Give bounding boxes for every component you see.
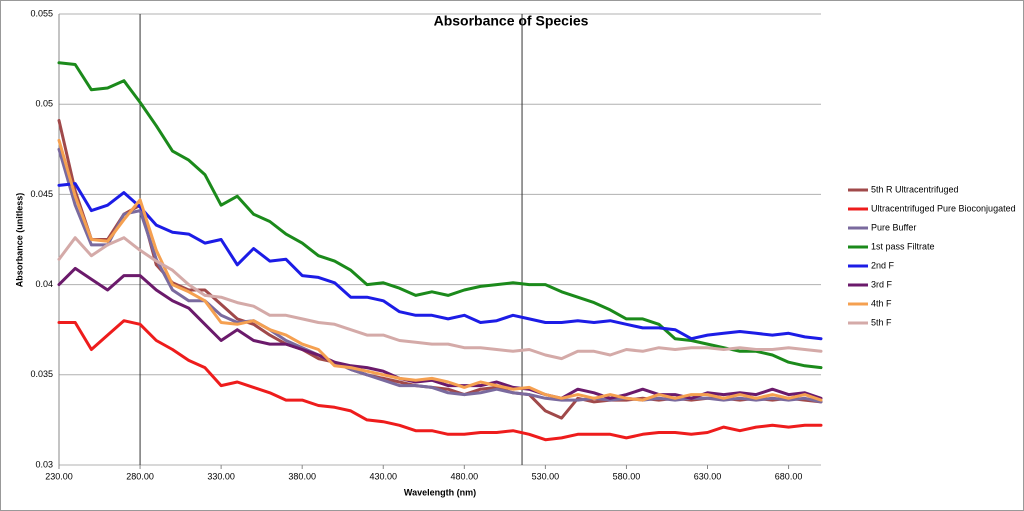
y-tick-label: 0.055 [30,8,53,18]
series-line [57,182,823,341]
series-line [57,61,823,370]
series-line [57,138,823,402]
x-tick-label: 280.00 [126,471,154,481]
legend-label: 3rd F [871,279,893,289]
x-tick-label: 230.00 [45,471,73,481]
x-tick-label: 330.00 [207,471,235,481]
y-tick-label: 0.035 [30,369,53,379]
x-tick-label: 530.00 [532,471,560,481]
x-tick-label: 630.00 [694,471,722,481]
legend-label: 5th F [871,317,892,327]
y-axis-label: Absorbance (unitless) [14,193,24,288]
y-tick-label: 0.045 [30,189,53,199]
x-tick-label: 480.00 [451,471,479,481]
y-tick-label: 0.05 [35,99,53,109]
legend-label: Ultracentrifuged Pure Bioconjugated [871,203,1016,213]
legend-label: 4th F [871,298,892,308]
x-tick-label: 380.00 [288,471,316,481]
legend-label: 2nd F [871,260,895,270]
x-tick-label: 680.00 [775,471,803,481]
series-line [57,266,823,400]
series-line [57,319,823,442]
series-line [57,236,823,361]
legend-label: 5th R Ultracentrifuged [871,184,959,194]
legend-label: 1st pass Filtrate [871,241,935,251]
y-tick-label: 0.04 [35,279,53,289]
x-axis-label: Wavelength (nm) [404,487,476,497]
chart-title: Absorbance of Species [434,13,589,29]
legend-label: Pure Buffer [871,222,916,232]
x-tick-label: 430.00 [369,471,397,481]
y-tick-label: 0.03 [35,459,53,469]
x-tick-label: 580.00 [613,471,641,481]
